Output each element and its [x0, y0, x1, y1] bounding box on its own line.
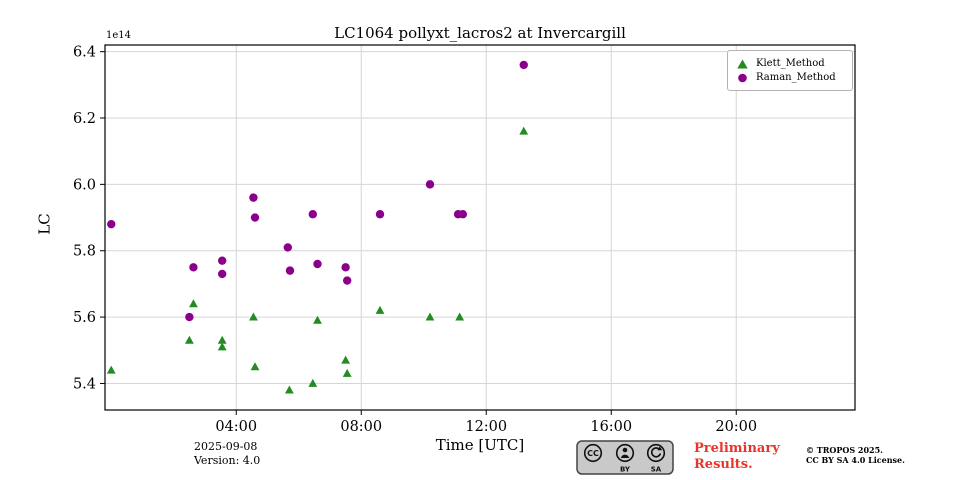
data-point-Klett_Method: [342, 368, 352, 377]
measurement-date: 2025-09-08: [194, 440, 258, 453]
chart-title: LC1064 pollyxt_lacros2 at Invercargill: [334, 24, 626, 42]
data-point-Raman_Method: [283, 243, 293, 252]
y-tick-label: 6.2: [73, 111, 96, 127]
badge-sa-label: SA: [651, 466, 662, 474]
copyright-line2: CC BY SA 4.0 License.: [806, 455, 905, 465]
data-point-Klett_Method: [341, 355, 351, 364]
x-tick-label: 16:00: [590, 419, 632, 435]
version-label: Version: 4.0: [194, 454, 261, 467]
data-point-Raman_Method: [185, 312, 194, 322]
badge-by-label: BY: [620, 466, 631, 474]
data-point-Klett_Method: [217, 342, 227, 351]
data-point-Raman_Method: [285, 266, 295, 275]
y-tick-label: 6.0: [73, 177, 96, 193]
data-point-Raman_Method: [519, 60, 528, 70]
preliminary-line2: Results.: [694, 457, 753, 472]
cc-logo-text: CC: [587, 449, 599, 458]
data-point-Klett_Method: [106, 365, 116, 374]
cc-logo-icon: [583, 443, 603, 463]
x-tick-label: 20:00: [715, 419, 757, 435]
copyright-line1: © TROPOS 2025.: [806, 445, 883, 455]
data-point-Raman_Method: [341, 263, 350, 272]
data-point-Raman_Method: [342, 276, 352, 285]
cc-by-icon: [615, 443, 635, 463]
data-point-Klett_Method: [184, 335, 194, 344]
x-tick-label: 12:00: [465, 419, 507, 435]
x-tick-label: 04:00: [215, 419, 257, 435]
y-tick-label: 6.4: [73, 45, 96, 61]
copyright-block: © TROPOS 2025. CC BY SA 4.0 License.: [806, 445, 905, 465]
data-point-Raman_Method: [308, 210, 318, 219]
data-point-Klett_Method: [284, 385, 294, 394]
cc-sa-icon: [646, 443, 666, 463]
legend: Klett_Method Raman_Method: [727, 50, 853, 91]
y-axis-offset-text: 1e14: [106, 30, 132, 41]
data-point-Klett_Method: [249, 312, 258, 321]
data-point-Klett_Method: [313, 315, 322, 324]
x-axis-label: Time [UTC]: [435, 436, 525, 454]
footer-date-block: 2025-09-08 Version: 4.0: [194, 440, 260, 468]
triangle-marker-icon: [737, 59, 748, 69]
y-axis-label: LC: [35, 213, 54, 235]
data-point-Raman_Method: [189, 263, 198, 272]
x-tick-label: 08:00: [340, 419, 382, 435]
cc-by-sa-badge-icon: CC BY SA: [576, 440, 674, 475]
data-point-Klett_Method: [189, 299, 198, 308]
data-point-Raman_Method: [107, 219, 116, 229]
preliminary-line1: Preliminary: [694, 441, 780, 456]
y-tick-label: 5.4: [73, 376, 96, 392]
legend-item-klett: Klett_Method: [736, 57, 846, 71]
person-head-icon: [622, 447, 628, 453]
sa-arrowhead-icon: [657, 446, 663, 451]
data-point-Klett_Method: [519, 126, 529, 135]
data-point-Klett_Method: [217, 335, 227, 344]
data-point-Raman_Method: [217, 256, 227, 265]
data-point-Klett_Method: [455, 312, 465, 321]
data-point-Raman_Method: [249, 193, 258, 202]
y-tick-label: 5.6: [73, 310, 96, 326]
data-point-Klett_Method: [375, 305, 385, 314]
data-point-Raman_Method: [217, 269, 227, 279]
data-point-Klett_Method: [308, 378, 318, 387]
data-point-Raman_Method: [313, 259, 322, 269]
legend-label-raman: Raman_Method: [756, 72, 836, 83]
data-point-Raman_Method: [375, 210, 385, 219]
preliminary-results-label: Preliminary Results.: [694, 441, 780, 473]
legend-label-klett: Klett_Method: [756, 58, 825, 69]
legend-item-raman: Raman_Method: [736, 71, 846, 85]
data-point-Raman_Method: [250, 213, 260, 222]
circle-marker-icon: [738, 73, 747, 83]
person-body-icon: [620, 454, 630, 458]
plot-border: [104, 44, 856, 411]
data-point-Raman_Method: [458, 210, 468, 219]
data-point-Klett_Method: [250, 362, 260, 371]
sa-arrow-icon: [651, 447, 662, 458]
y-tick-label: 5.8: [73, 244, 96, 260]
data-point-Raman_Method: [425, 180, 435, 189]
data-point-Klett_Method: [425, 312, 435, 321]
